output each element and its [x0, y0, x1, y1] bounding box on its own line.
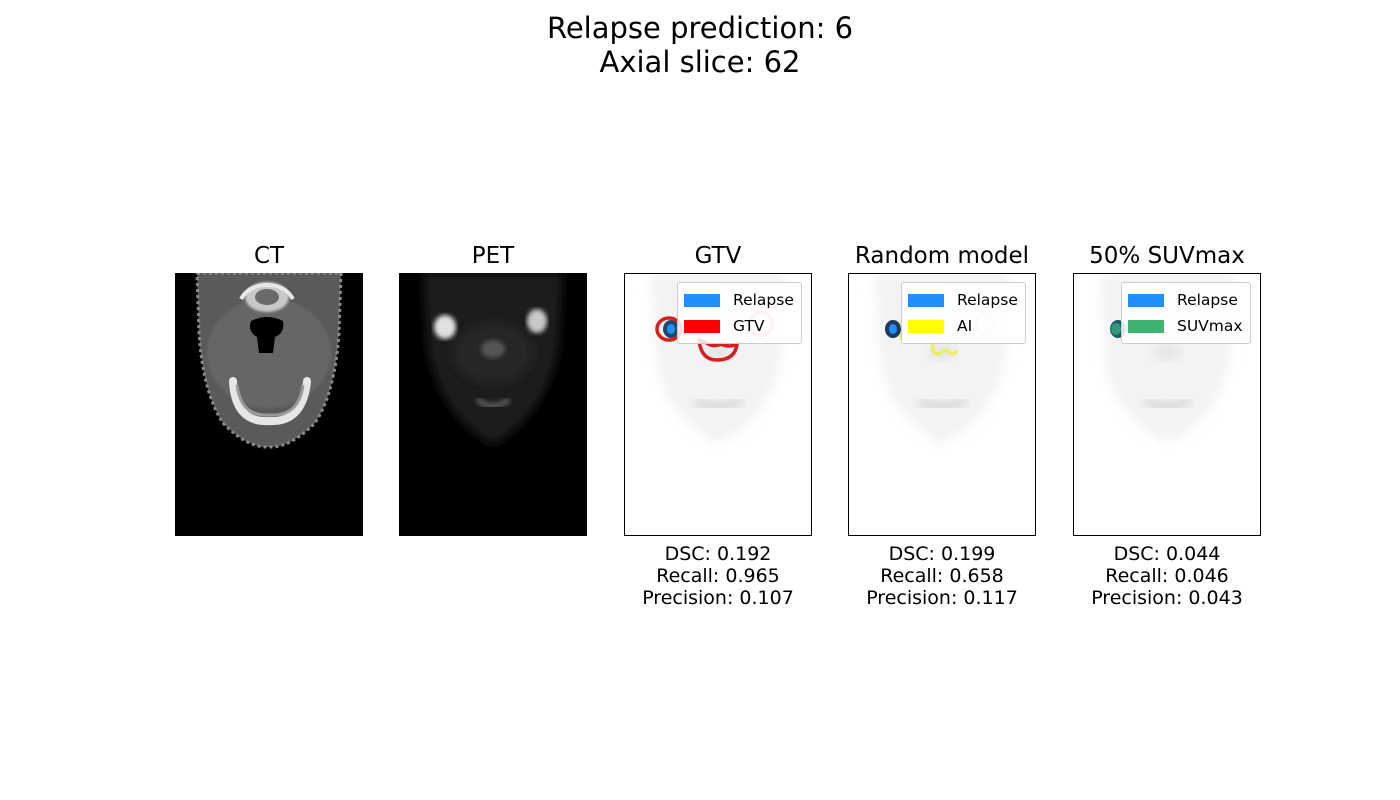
legend-item-suvmax: SUVmax — [1128, 313, 1243, 339]
suvmax-metrics: DSC: 0.044 Recall: 0.046 Precision: 0.04… — [1037, 543, 1297, 609]
random-model-legend: Relapse AI — [901, 282, 1026, 344]
legend-swatch-suvmax — [1128, 319, 1164, 333]
metric-precision: Precision: 0.107 — [642, 587, 794, 609]
figure-subtitle: Axial slice: 62 — [599, 45, 801, 79]
metric-recall: Recall: 0.046 — [1105, 565, 1229, 587]
metric-recall: Recall: 0.658 — [880, 565, 1004, 587]
legend-label: Relapse — [733, 291, 794, 309]
panel-title-pet: PET — [471, 243, 515, 269]
metric-dsc: DSC: 0.044 — [1113, 543, 1221, 565]
gtv-metrics: DSC: 0.192 Recall: 0.965 Precision: 0.10… — [588, 543, 848, 609]
legend-item-relapse: Relapse — [684, 287, 794, 313]
figure-title: Relapse prediction: 6 — [546, 11, 854, 45]
random-model-metrics: DSC: 0.199 Recall: 0.658 Precision: 0.11… — [812, 543, 1072, 609]
legend-swatch-gtv — [684, 319, 720, 333]
ct-image — [175, 273, 363, 536]
legend-swatch-ai — [908, 319, 944, 333]
metric-dsc: DSC: 0.199 — [888, 543, 996, 565]
legend-label: AI — [957, 317, 973, 335]
legend-swatch-relapse — [684, 293, 720, 307]
metric-precision: Precision: 0.117 — [866, 587, 1018, 609]
metric-recall: Recall: 0.965 — [656, 565, 780, 587]
legend-item-gtv: GTV — [684, 313, 794, 339]
panel-title-gtv: GTV — [694, 243, 742, 269]
panel-title-random-model: Random model — [854, 243, 1030, 269]
legend-label: Relapse — [957, 291, 1018, 309]
gtv-legend: Relapse GTV — [677, 282, 802, 344]
legend-item-relapse: Relapse — [1128, 287, 1243, 313]
pet-image — [399, 273, 587, 536]
legend-item-relapse: Relapse — [908, 287, 1018, 313]
legend-label: SUVmax — [1177, 317, 1243, 335]
metric-precision: Precision: 0.043 — [1091, 587, 1243, 609]
legend-label: GTV — [733, 317, 765, 335]
legend-label: Relapse — [1177, 291, 1238, 309]
legend-swatch-relapse — [1128, 293, 1164, 307]
panel-title-suvmax: 50% SUVmax — [1089, 243, 1245, 269]
suvmax-legend: Relapse SUVmax — [1121, 282, 1251, 344]
metric-dsc: DSC: 0.192 — [664, 543, 772, 565]
legend-item-ai: AI — [908, 313, 1018, 339]
legend-swatch-relapse — [908, 293, 944, 307]
panel-title-ct: CT — [253, 243, 285, 269]
